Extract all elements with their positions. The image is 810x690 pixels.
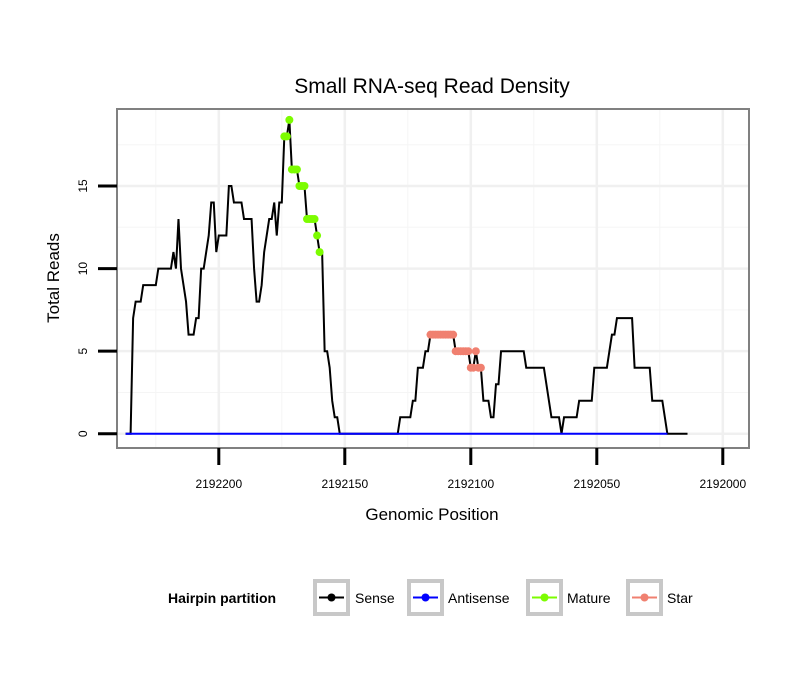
y-axis: 0 5 10 15 [76, 179, 117, 437]
data-point-mature [285, 115, 294, 124]
plot-panel-border [116, 108, 750, 449]
y-tick-label: 5 [76, 348, 90, 355]
data-point-star [476, 363, 485, 372]
legend-label-star: Star [667, 590, 693, 606]
legend-label-antisense: Antisense [448, 590, 510, 606]
y-axis-title: Total Reads [44, 233, 63, 323]
data-point-star [449, 330, 458, 339]
legend-key-point-mature [540, 593, 549, 602]
y-tick-label: 15 [76, 179, 90, 193]
data-point-mature [300, 181, 309, 190]
y-tick-label: 10 [76, 262, 90, 276]
x-axis: 2192200 2192150 2192100 2192050 2192000 [195, 448, 746, 491]
series-line-sense [125, 119, 688, 435]
x-tick-label: 2192050 [573, 477, 620, 491]
grid-lines [118, 110, 748, 447]
legend-key-point-antisense [421, 593, 430, 602]
data-point-mature [282, 132, 291, 141]
legend-title: Hairpin partition [168, 590, 276, 606]
series-layer [125, 115, 688, 435]
x-tick-label: 2192150 [321, 477, 368, 491]
data-point-mature [313, 231, 322, 240]
data-point-mature [315, 248, 324, 257]
data-point-mature [310, 215, 319, 224]
x-tick-label: 2192000 [699, 477, 746, 491]
legend-label-mature: Mature [567, 590, 611, 606]
x-tick-label: 2192100 [447, 477, 494, 491]
legend-key-point-star [640, 593, 649, 602]
x-axis-title: Genomic Position [365, 505, 498, 524]
data-point-star [471, 347, 480, 356]
chart-title: Small RNA-seq Read Density [294, 75, 570, 98]
legend-label-sense: Sense [355, 590, 395, 606]
y-tick-label: 0 [76, 430, 90, 437]
legend-key-point-sense [327, 593, 336, 602]
data-point-mature [292, 165, 301, 174]
legend: Hairpin partition Sense Antisense Mature St… [168, 579, 693, 616]
x-tick-label: 2192200 [195, 477, 242, 491]
data-point-star [464, 347, 473, 356]
